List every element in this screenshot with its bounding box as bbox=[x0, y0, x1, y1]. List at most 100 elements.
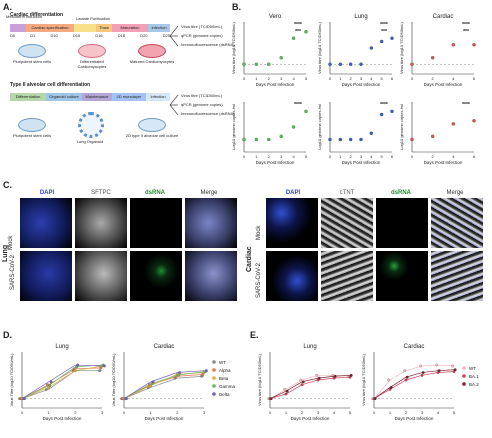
data-point bbox=[102, 364, 106, 368]
significance-label: **** bbox=[462, 102, 470, 108]
data-point bbox=[291, 125, 296, 129]
y-axis-label: Virus titre (log10 TCID50/mL) bbox=[317, 21, 322, 74]
significance-label: **** bbox=[380, 22, 388, 28]
y-axis-label: Virus Titer (log10 TCID50/mL) bbox=[9, 353, 14, 407]
x-tick-label: 0 bbox=[269, 410, 272, 415]
lung-step-5: Infection bbox=[146, 93, 170, 101]
cardiac-diff-title: Cardiac differentiation bbox=[10, 12, 64, 18]
data-point bbox=[267, 137, 271, 142]
lung-infected-dapi bbox=[20, 251, 72, 301]
panel-a-label: A. bbox=[3, 2, 12, 12]
x-tick-label: 2 bbox=[74, 410, 77, 415]
series-line bbox=[123, 374, 205, 399]
x-tick-label: 2 bbox=[268, 76, 271, 81]
panel-d-lung: 0 1 2 3 Lung Days Post Infection Virus Titer (… bbox=[9, 344, 106, 421]
data-point bbox=[389, 386, 393, 389]
x-axis-label: Days Post Infection bbox=[395, 416, 434, 421]
header-dsrna: dsRNA bbox=[144, 190, 165, 196]
data-point bbox=[178, 371, 182, 374]
series-line bbox=[123, 371, 205, 399]
lung-step-1: Differentiation bbox=[10, 93, 46, 101]
data-point bbox=[242, 62, 246, 66]
data-point bbox=[359, 62, 363, 66]
lung-side-label: Lung bbox=[2, 244, 9, 262]
lung-timeline: Differentiation Organoid culture Mainten… bbox=[10, 93, 170, 101]
x-tick-label: 3 bbox=[317, 410, 320, 415]
legend-marker bbox=[212, 368, 216, 372]
day-label: D25 bbox=[162, 33, 170, 38]
legend-label: WT bbox=[469, 366, 476, 371]
series-line bbox=[123, 370, 205, 399]
x-axis-label: Days Post Infection bbox=[256, 82, 295, 87]
cardiac-mock-ctnt bbox=[321, 198, 373, 248]
panel-b-charts: 0 1 2 3 4 5 Vero Days Post Infection Virus titre… bbox=[232, 14, 476, 165]
x-tick-label: 1 bbox=[150, 410, 153, 415]
cardiac-step-1 bbox=[10, 24, 26, 32]
legend-marker bbox=[212, 384, 216, 388]
lung-infected-dsrna bbox=[130, 251, 182, 301]
day-label: D16 bbox=[95, 33, 103, 38]
data-point bbox=[369, 131, 374, 135]
data-point bbox=[349, 373, 353, 377]
matured-label: Matured Cardiomyocytes bbox=[129, 59, 175, 64]
x-tick-label: 5 bbox=[305, 154, 308, 159]
header-sftpc: SFTPC bbox=[91, 190, 111, 196]
cardiac-readout-1: Virus titre (TCID50/mL) bbox=[181, 24, 223, 29]
legend-marker bbox=[212, 392, 216, 396]
data-point bbox=[315, 373, 319, 377]
cardiac-step-3 bbox=[74, 24, 96, 32]
data-point bbox=[348, 62, 353, 66]
data-point bbox=[369, 46, 374, 50]
series-line bbox=[269, 376, 351, 400]
series-line bbox=[21, 367, 103, 399]
x-axis-label: Days Post Infection bbox=[291, 416, 330, 421]
data-point bbox=[421, 371, 425, 374]
x-axis-label: Days Post Infection bbox=[424, 160, 463, 165]
data-point bbox=[328, 137, 332, 142]
x-tick-label: 5 bbox=[381, 76, 384, 81]
stem-cell-label: Pluripotent stem cells bbox=[12, 59, 51, 64]
data-point bbox=[379, 39, 384, 44]
cardiac-mock-dsrna bbox=[376, 198, 428, 248]
x-tick-label: 0 bbox=[21, 410, 24, 415]
data-point bbox=[124, 397, 128, 401]
cardiac-step-2: Cardiac specification bbox=[26, 24, 74, 32]
data-point bbox=[359, 137, 363, 142]
significance-label: *** bbox=[381, 29, 387, 35]
data-point bbox=[98, 369, 101, 373]
data-point bbox=[73, 369, 77, 373]
data-point bbox=[430, 56, 435, 60]
x-axis-label: Days Post Infection bbox=[145, 416, 184, 421]
x-tick-label: 4 bbox=[292, 154, 295, 159]
x-tick-label: 3 bbox=[203, 410, 206, 415]
data-point bbox=[254, 137, 259, 142]
x-tick-label: 1 bbox=[339, 76, 342, 81]
x-tick-label: 6 bbox=[391, 76, 394, 81]
x-tick-label: 4 bbox=[370, 76, 373, 81]
y-axis-label: Virus titre (log10 TCID50/mL) bbox=[232, 21, 236, 74]
legend-label: BA.2 bbox=[469, 382, 479, 387]
legend-label: BA.1 bbox=[469, 374, 479, 379]
lung-readout-2: qPCR (genome copies) bbox=[181, 102, 223, 107]
x-tick-label: 3 bbox=[280, 76, 283, 81]
data-point bbox=[348, 137, 353, 142]
panel-b-label: B. bbox=[232, 2, 241, 12]
cardiac-readout-3: Immunofluorescence (dsRNA) bbox=[181, 42, 235, 47]
panel-d-label: D. bbox=[3, 330, 12, 340]
data-point bbox=[333, 374, 337, 378]
lung-organoid-icon bbox=[78, 112, 104, 138]
data-point bbox=[328, 62, 332, 66]
header-ctnt: cTNT bbox=[339, 190, 355, 196]
plot-title: Cardiac bbox=[404, 344, 425, 350]
cardiac-step-5: Maturation bbox=[112, 24, 148, 32]
header-dapi: DAPI bbox=[285, 190, 301, 196]
x-tick-label: 3 bbox=[360, 76, 363, 81]
x-tick-label: 0 bbox=[411, 154, 414, 159]
data-point bbox=[48, 384, 52, 387]
x-axis-label: Days Post Infection bbox=[256, 160, 295, 165]
lung-mock-dapi bbox=[20, 198, 72, 248]
x-tick-label: 6 bbox=[391, 154, 394, 159]
legend-label: Gamma bbox=[219, 384, 236, 389]
x-tick-label: 4 bbox=[292, 76, 295, 81]
x-tick-label: 3 bbox=[360, 154, 363, 159]
